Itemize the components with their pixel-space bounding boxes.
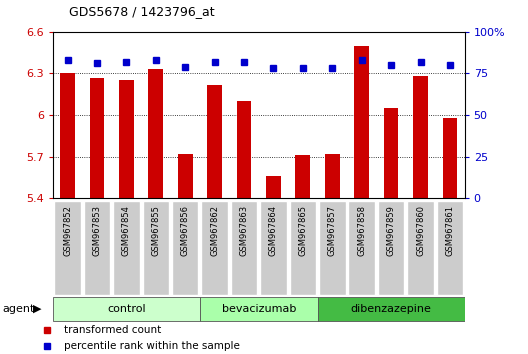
Text: GSM967861: GSM967861 <box>446 205 455 256</box>
Text: GSM967858: GSM967858 <box>357 205 366 256</box>
Text: GSM967864: GSM967864 <box>269 205 278 256</box>
Bar <box>384 108 399 198</box>
Bar <box>53 297 200 321</box>
Bar <box>325 154 340 198</box>
Text: ▶: ▶ <box>33 304 41 314</box>
Bar <box>319 201 345 295</box>
Text: agent: agent <box>3 304 35 314</box>
Bar <box>83 201 110 295</box>
Bar <box>172 201 199 295</box>
Bar <box>348 201 375 295</box>
Bar <box>119 80 134 198</box>
Bar <box>354 46 369 198</box>
Bar <box>407 201 433 295</box>
Text: GSM967857: GSM967857 <box>328 205 337 256</box>
Text: control: control <box>107 304 146 314</box>
Bar <box>317 297 465 321</box>
Text: GSM967856: GSM967856 <box>181 205 190 256</box>
Text: GSM967854: GSM967854 <box>122 205 131 256</box>
Bar <box>207 85 222 198</box>
Bar <box>90 78 105 198</box>
Bar <box>178 154 193 198</box>
Bar <box>113 201 139 295</box>
Text: GSM967853: GSM967853 <box>92 205 101 256</box>
Text: percentile rank within the sample: percentile rank within the sample <box>64 341 240 351</box>
Bar <box>231 201 257 295</box>
Bar <box>266 176 281 198</box>
Bar <box>237 101 251 198</box>
Bar <box>296 155 310 198</box>
Bar <box>148 69 163 198</box>
Bar <box>442 118 457 198</box>
Text: GSM967852: GSM967852 <box>63 205 72 256</box>
Bar <box>54 201 81 295</box>
Bar <box>260 201 287 295</box>
Text: GSM967859: GSM967859 <box>386 205 395 256</box>
Text: GSM967860: GSM967860 <box>416 205 425 256</box>
Bar <box>201 201 228 295</box>
Text: GSM967855: GSM967855 <box>151 205 161 256</box>
Bar <box>143 201 169 295</box>
Bar <box>378 201 404 295</box>
Text: GSM967862: GSM967862 <box>210 205 219 256</box>
Bar <box>289 201 316 295</box>
Text: GSM967865: GSM967865 <box>298 205 307 256</box>
Bar <box>413 76 428 198</box>
Bar <box>437 201 463 295</box>
Text: transformed count: transformed count <box>64 325 161 335</box>
Text: bevacizumab: bevacizumab <box>222 304 296 314</box>
Text: dibenzazepine: dibenzazepine <box>351 304 431 314</box>
Bar <box>60 74 75 198</box>
Bar <box>200 297 317 321</box>
Text: GDS5678 / 1423796_at: GDS5678 / 1423796_at <box>69 5 214 18</box>
Text: GSM967863: GSM967863 <box>240 205 249 256</box>
